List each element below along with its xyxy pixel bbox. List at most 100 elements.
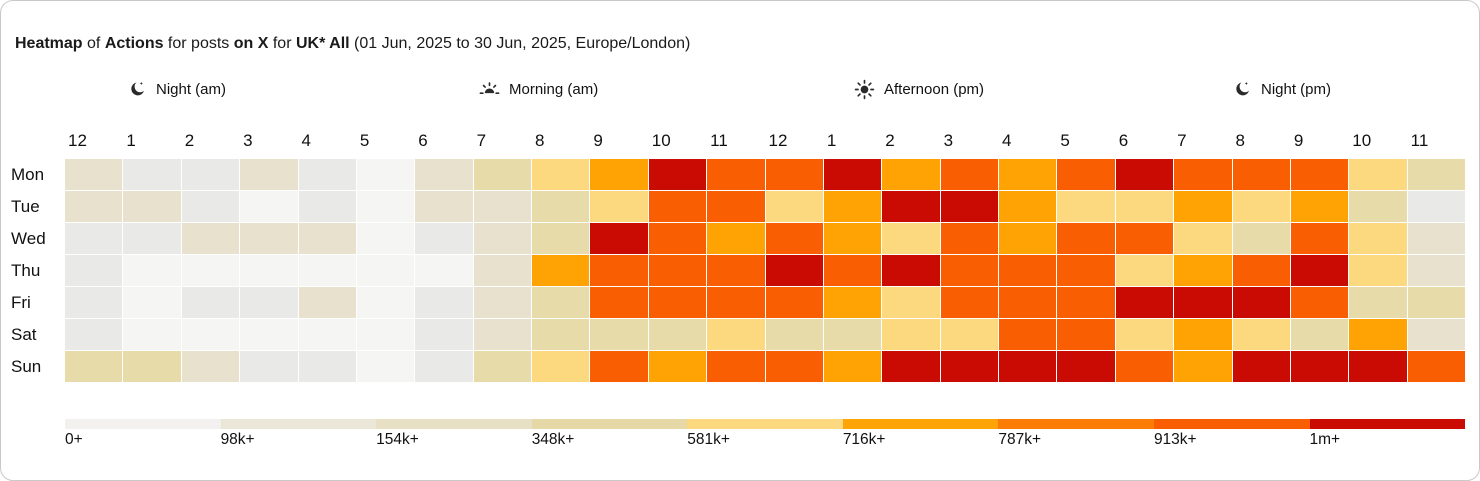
heatmap-cell[interactable] xyxy=(1349,191,1407,222)
heatmap-cell[interactable] xyxy=(532,287,590,318)
heatmap-cell[interactable] xyxy=(999,223,1057,254)
heatmap-cell[interactable] xyxy=(1115,319,1174,350)
heatmap-cell[interactable] xyxy=(1290,287,1349,318)
heatmap-cell[interactable] xyxy=(356,351,415,382)
heatmap-cell[interactable] xyxy=(298,191,356,222)
heatmap-cell[interactable] xyxy=(1349,287,1407,318)
heatmap-cell[interactable] xyxy=(1407,287,1465,318)
heatmap-cell[interactable] xyxy=(356,287,415,318)
heatmap-cell[interactable] xyxy=(590,255,648,286)
heatmap-cell[interactable] xyxy=(1057,223,1115,254)
heatmap-cell[interactable] xyxy=(823,159,882,190)
heatmap-cell[interactable] xyxy=(356,191,415,222)
heatmap-cell[interactable] xyxy=(707,159,765,190)
heatmap-cell[interactable] xyxy=(473,351,531,382)
heatmap-cell[interactable] xyxy=(1290,191,1349,222)
heatmap-cell[interactable] xyxy=(999,191,1057,222)
heatmap-cell[interactable] xyxy=(123,191,181,222)
heatmap-cell[interactable] xyxy=(123,223,181,254)
heatmap-cell[interactable] xyxy=(532,191,590,222)
heatmap-cell[interactable] xyxy=(298,287,356,318)
heatmap-cell[interactable] xyxy=(1349,319,1407,350)
heatmap-cell[interactable] xyxy=(532,351,590,382)
heatmap-cell[interactable] xyxy=(473,191,531,222)
heatmap-cell[interactable] xyxy=(240,351,298,382)
heatmap-cell[interactable] xyxy=(1057,319,1115,350)
heatmap-cell[interactable] xyxy=(1349,159,1407,190)
heatmap-cell[interactable] xyxy=(707,223,765,254)
heatmap-cell[interactable] xyxy=(1232,287,1290,318)
heatmap-cell[interactable] xyxy=(532,223,590,254)
heatmap-cell[interactable] xyxy=(1290,159,1349,190)
heatmap-cell[interactable] xyxy=(1290,351,1349,382)
heatmap-cell[interactable] xyxy=(1407,319,1465,350)
heatmap-cell[interactable] xyxy=(882,255,940,286)
heatmap-cell[interactable] xyxy=(940,159,998,190)
heatmap-cell[interactable] xyxy=(1115,351,1174,382)
heatmap-cell[interactable] xyxy=(940,319,998,350)
heatmap-cell[interactable] xyxy=(415,287,473,318)
heatmap-cell[interactable] xyxy=(1115,159,1174,190)
heatmap-cell[interactable] xyxy=(590,351,648,382)
heatmap-cell[interactable] xyxy=(473,255,531,286)
heatmap-cell[interactable] xyxy=(648,319,707,350)
heatmap-cell[interactable] xyxy=(882,223,940,254)
heatmap-cell[interactable] xyxy=(1115,255,1174,286)
heatmap-cell[interactable] xyxy=(298,319,356,350)
heatmap-cell[interactable] xyxy=(590,191,648,222)
heatmap-cell[interactable] xyxy=(765,319,823,350)
heatmap-cell[interactable] xyxy=(473,223,531,254)
heatmap-cell[interactable] xyxy=(1174,319,1232,350)
heatmap-cell[interactable] xyxy=(707,287,765,318)
heatmap-cell[interactable] xyxy=(940,351,998,382)
heatmap-cell[interactable] xyxy=(298,255,356,286)
heatmap-cell[interactable] xyxy=(882,159,940,190)
heatmap-cell[interactable] xyxy=(1349,255,1407,286)
heatmap-cell[interactable] xyxy=(1057,351,1115,382)
heatmap-cell[interactable] xyxy=(1057,191,1115,222)
heatmap-cell[interactable] xyxy=(1174,191,1232,222)
heatmap-cell[interactable] xyxy=(356,159,415,190)
heatmap-cell[interactable] xyxy=(65,319,123,350)
heatmap-cell[interactable] xyxy=(1115,223,1174,254)
heatmap-cell[interactable] xyxy=(356,255,415,286)
heatmap-cell[interactable] xyxy=(940,223,998,254)
heatmap-cell[interactable] xyxy=(356,319,415,350)
heatmap-cell[interactable] xyxy=(1174,223,1232,254)
heatmap-cell[interactable] xyxy=(181,223,240,254)
heatmap-cell[interactable] xyxy=(648,159,707,190)
heatmap-cell[interactable] xyxy=(1232,159,1290,190)
heatmap-cell[interactable] xyxy=(882,287,940,318)
heatmap-cell[interactable] xyxy=(123,287,181,318)
heatmap-cell[interactable] xyxy=(1174,287,1232,318)
heatmap-cell[interactable] xyxy=(765,159,823,190)
heatmap-cell[interactable] xyxy=(473,287,531,318)
heatmap-cell[interactable] xyxy=(532,159,590,190)
heatmap-cell[interactable] xyxy=(1174,351,1232,382)
heatmap-cell[interactable] xyxy=(1407,223,1465,254)
heatmap-cell[interactable] xyxy=(823,223,882,254)
heatmap-cell[interactable] xyxy=(1115,287,1174,318)
heatmap-cell[interactable] xyxy=(765,255,823,286)
heatmap-cell[interactable] xyxy=(1407,191,1465,222)
heatmap-cell[interactable] xyxy=(1174,255,1232,286)
heatmap-cell[interactable] xyxy=(1407,159,1465,190)
heatmap-cell[interactable] xyxy=(590,319,648,350)
heatmap-cell[interactable] xyxy=(356,223,415,254)
heatmap-cell[interactable] xyxy=(1407,255,1465,286)
heatmap-cell[interactable] xyxy=(65,159,123,190)
heatmap-cell[interactable] xyxy=(765,287,823,318)
heatmap-cell[interactable] xyxy=(1290,223,1349,254)
heatmap-cell[interactable] xyxy=(415,255,473,286)
heatmap-cell[interactable] xyxy=(1115,191,1174,222)
heatmap-cell[interactable] xyxy=(648,255,707,286)
heatmap-cell[interactable] xyxy=(999,351,1057,382)
heatmap-cell[interactable] xyxy=(123,351,181,382)
heatmap-cell[interactable] xyxy=(940,287,998,318)
heatmap-cell[interactable] xyxy=(298,159,356,190)
heatmap-cell[interactable] xyxy=(240,191,298,222)
heatmap-cell[interactable] xyxy=(999,159,1057,190)
heatmap-cell[interactable] xyxy=(181,191,240,222)
heatmap-cell[interactable] xyxy=(415,351,473,382)
heatmap-cell[interactable] xyxy=(707,255,765,286)
